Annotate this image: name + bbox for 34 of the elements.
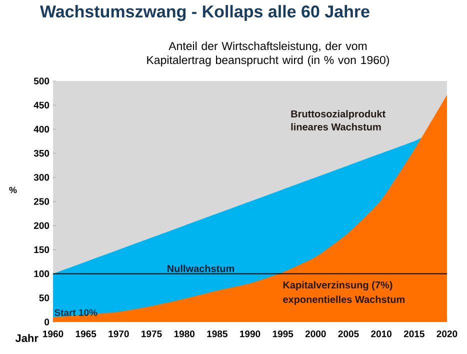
annotation: Bruttosozialprodukt bbox=[291, 110, 386, 120]
x-tick-label: 2005 bbox=[338, 330, 359, 338]
y-axis-title: % bbox=[9, 186, 17, 194]
annotation: Kapitalverzinsung (7%) bbox=[283, 281, 392, 291]
y-tick-label: 100 bbox=[34, 270, 50, 278]
y-tick-label: 400 bbox=[34, 126, 50, 133]
x-tick-label: 1995 bbox=[272, 330, 294, 338]
y-tick-label: 50 bbox=[39, 294, 50, 302]
y-tick-label: 500 bbox=[34, 78, 50, 84]
x-tick-label: 1980 bbox=[174, 330, 195, 338]
x-tick-label: 2020 bbox=[436, 330, 458, 338]
y-tick-label: 150 bbox=[34, 246, 50, 254]
chart-title: Wachstumszwang - Kollaps alle 60 Jahre bbox=[40, 5, 370, 21]
y-tick-label: 350 bbox=[34, 150, 50, 157]
x-tick-label: 1975 bbox=[142, 330, 162, 338]
x-tick-label: 2015 bbox=[404, 330, 424, 338]
x-tick-label: 1990 bbox=[240, 330, 260, 338]
x-tick-label: 1970 bbox=[108, 330, 129, 338]
ref-line-label: Nullwachstum bbox=[168, 264, 234, 272]
y-tick-label: 250 bbox=[34, 198, 50, 205]
x-axis-title: Jahr bbox=[15, 334, 38, 342]
y-tick-label: 450 bbox=[34, 102, 50, 108]
annotation: exponentielles Wachstum bbox=[283, 296, 405, 305]
x-tick-label: 1960 bbox=[43, 330, 64, 338]
annotation: lineares Wachstum bbox=[291, 123, 381, 130]
chart-subtitle: Anteil der Wirtschaftsleistung, der vom Kapitalertrag beansprucht wird (in % von 1960) bbox=[147, 42, 389, 66]
x-tick-label: 1985 bbox=[207, 330, 228, 338]
annotation: Start 10% bbox=[54, 309, 98, 316]
x-tick-label: 2010 bbox=[371, 330, 392, 338]
x-tick-label: 2000 bbox=[305, 330, 326, 338]
y-tick-label: 0 bbox=[44, 318, 50, 326]
y-tick-label: 200 bbox=[34, 222, 50, 229]
y-tick-label: 300 bbox=[34, 174, 50, 181]
x-tick-label: 1965 bbox=[76, 330, 96, 338]
